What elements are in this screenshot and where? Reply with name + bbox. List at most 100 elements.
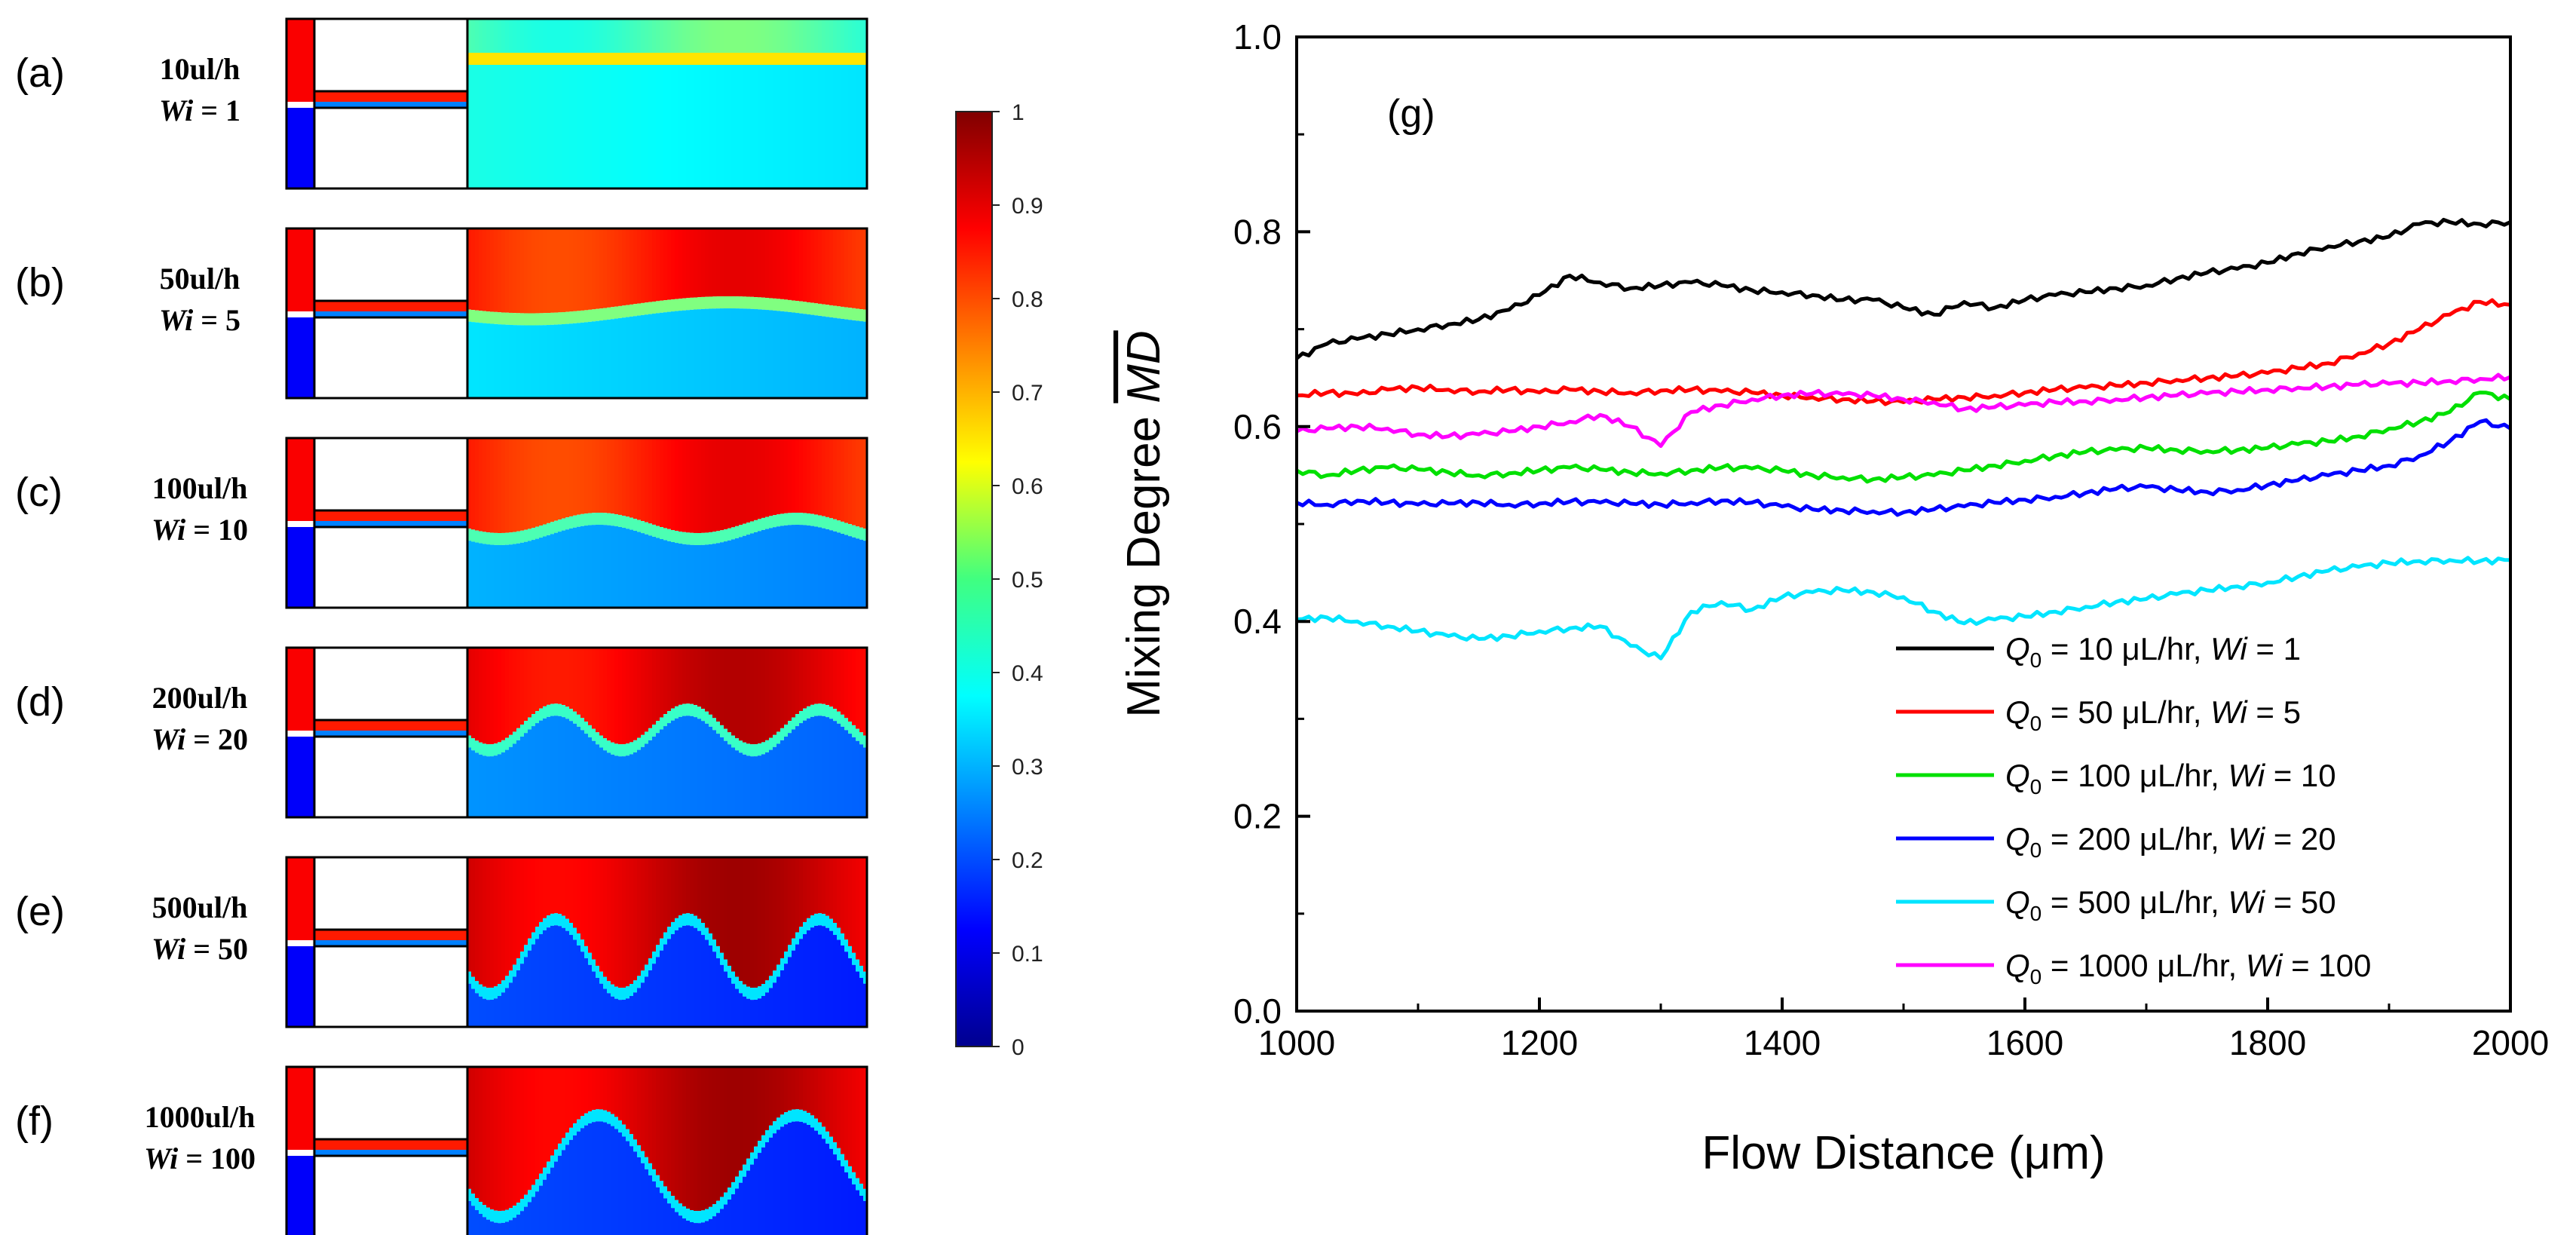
outlet-top-cell bbox=[712, 648, 717, 719]
outlet-top-cell bbox=[656, 228, 660, 302]
outlet-interface-cell bbox=[656, 526, 660, 538]
outlet-bottom-cell bbox=[648, 314, 653, 398]
outlet-bottom-cell bbox=[788, 733, 792, 817]
outlet-interface-cell bbox=[543, 313, 547, 326]
outlet-top-cell bbox=[562, 648, 566, 706]
outlet-bottom-cell bbox=[690, 926, 694, 1027]
outlet-bottom-cell bbox=[837, 939, 841, 1027]
outlet-top-cell bbox=[701, 648, 706, 709]
outlet-bottom-cell bbox=[694, 309, 698, 398]
outlet-interface-cell bbox=[844, 1160, 849, 1172]
outlet-bottom-cell bbox=[573, 939, 577, 1027]
outlet-interface-cell bbox=[807, 513, 811, 526]
outlet-interface-cell bbox=[694, 915, 698, 928]
legend-wi-value: = 50 bbox=[2265, 884, 2336, 920]
outlet-top-cell bbox=[716, 19, 721, 53]
outlet-bottom-cell bbox=[856, 65, 860, 188]
outlet-top-cell bbox=[750, 19, 755, 53]
outlet-bottom-cell bbox=[641, 314, 645, 398]
outlet-interface-cell bbox=[803, 513, 807, 526]
outlet-top-cell bbox=[743, 857, 747, 985]
outlet-interface-cell bbox=[803, 708, 807, 721]
outlet-top-cell bbox=[690, 19, 694, 53]
outlet-top-cell bbox=[803, 19, 807, 53]
outlet-interface-cell bbox=[675, 706, 679, 719]
outlet-bottom-cell bbox=[754, 65, 758, 188]
outlet-interface-cell bbox=[837, 306, 841, 319]
outlet-bottom-cell bbox=[675, 1212, 679, 1235]
outlet-bottom-cell bbox=[629, 529, 634, 608]
outlet-bottom-cell bbox=[758, 65, 762, 188]
outlet-bottom-cell bbox=[709, 308, 713, 398]
outlet-interface-cell bbox=[577, 53, 581, 65]
outlet-bottom-cell bbox=[633, 65, 638, 188]
outlet-interface-cell bbox=[667, 299, 672, 312]
outlet-interface-cell bbox=[648, 302, 653, 314]
outlet-top-cell bbox=[667, 648, 672, 712]
legend-q-sub: 0 bbox=[2030, 838, 2042, 862]
outlet-interface-cell bbox=[596, 732, 600, 745]
outlet-top-cell bbox=[743, 1067, 747, 1165]
outlet-top-cell bbox=[603, 19, 608, 53]
outlet-interface-cell bbox=[580, 1116, 585, 1129]
outlet-top-cell bbox=[803, 648, 807, 709]
panel-letter: (a) bbox=[15, 51, 65, 96]
outlet-interface-cell bbox=[810, 915, 815, 928]
outlet-bottom-cell bbox=[565, 930, 570, 1027]
outlet-bottom-cell bbox=[776, 65, 781, 188]
outlet-interface-cell bbox=[825, 1131, 830, 1144]
outlet-top-cell bbox=[629, 857, 634, 984]
outlet-top-cell bbox=[626, 228, 630, 305]
outlet-bottom-cell bbox=[837, 318, 841, 398]
outlet-bottom-cell bbox=[694, 544, 698, 608]
outlet-interface-cell bbox=[596, 53, 600, 65]
outlet-interface-cell bbox=[558, 312, 562, 325]
outlet-border bbox=[466, 856, 868, 1028]
outlet-top-cell bbox=[727, 1067, 732, 1188]
outlet-interface-cell bbox=[852, 725, 856, 737]
outlet-bottom-cell bbox=[501, 544, 506, 608]
outlet-bottom-cell bbox=[588, 964, 593, 1027]
legend-wi-value: = 20 bbox=[2265, 821, 2336, 857]
outlet-interface-cell bbox=[686, 913, 691, 926]
wall-top bbox=[313, 856, 469, 931]
outlet-bottom-cell bbox=[856, 1190, 860, 1235]
outlet-top-cell bbox=[607, 228, 611, 308]
outlet-bottom-cell bbox=[641, 1163, 645, 1235]
outlet-bottom-cell bbox=[799, 313, 804, 398]
outlet-top-cell bbox=[471, 228, 476, 311]
outlet-interface-cell bbox=[626, 305, 630, 317]
outlet-interface-cell bbox=[539, 1173, 544, 1186]
outlet-interface-cell bbox=[822, 703, 826, 716]
outlet-interface-cell bbox=[550, 703, 555, 716]
channel-top-fluid bbox=[314, 1139, 467, 1150]
panel-wi-label: Wi = 1 bbox=[159, 93, 240, 127]
outlet-bottom-cell bbox=[622, 1136, 626, 1235]
outlet-top-cell bbox=[694, 1067, 698, 1212]
outlet-top-cell bbox=[697, 1067, 702, 1212]
outlet-interface-cell bbox=[776, 964, 781, 977]
outlet-top-cell bbox=[482, 648, 487, 744]
outlet-top-cell bbox=[825, 438, 830, 517]
panel-wi-label: Wi = 100 bbox=[144, 1142, 256, 1175]
outlet-interface-cell bbox=[599, 1109, 604, 1122]
outlet-interface-cell bbox=[663, 528, 668, 541]
outlet-top-cell bbox=[565, 228, 570, 312]
outlet-top-cell bbox=[667, 228, 672, 300]
panel-wi-label: Wi = 5 bbox=[159, 303, 240, 337]
x-tick-label: 1800 bbox=[2229, 1023, 2306, 1062]
outlet-top-cell bbox=[569, 857, 574, 924]
outlet-top-cell bbox=[799, 857, 804, 927]
outlet-top-cell bbox=[637, 648, 642, 738]
outlet-interface-cell bbox=[513, 53, 517, 65]
outlet-bottom-cell bbox=[720, 1209, 724, 1235]
outlet-top-cell bbox=[799, 228, 804, 302]
legend-wi-value: = 5 bbox=[2247, 694, 2301, 730]
outlet-interface-cell bbox=[573, 53, 577, 65]
outlet-top-cell bbox=[569, 1067, 574, 1128]
outlet-bottom-cell bbox=[859, 977, 864, 1027]
outlet-interface-cell bbox=[558, 914, 562, 927]
outlet-interface-cell bbox=[754, 519, 758, 532]
outlet-bottom-cell bbox=[720, 542, 724, 608]
